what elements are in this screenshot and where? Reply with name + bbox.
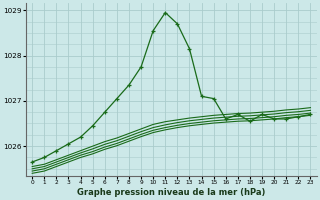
X-axis label: Graphe pression niveau de la mer (hPa): Graphe pression niveau de la mer (hPa) (77, 188, 266, 197)
